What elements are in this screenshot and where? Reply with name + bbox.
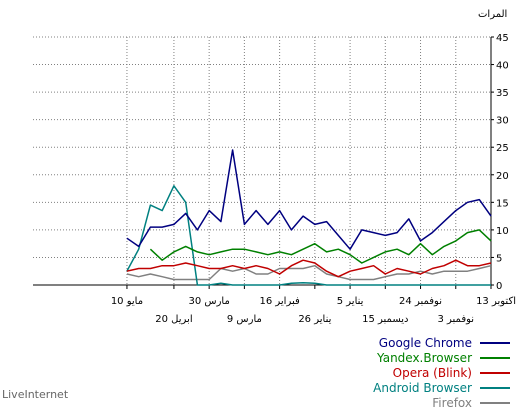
x-tick-label: 26 يناير [298,314,331,325]
legend-swatch [480,341,510,344]
y-axis-title: المرات [478,9,507,20]
y-tick-label: 45 [496,33,509,44]
legend-label: Firefox [432,395,472,410]
legend-label: Google Chrome [378,335,472,350]
legend-item-google-chrome: Google Chrome [250,335,510,350]
legend-label: Opera (Blink) [392,365,472,380]
series-line-firefox [126,264,492,281]
y-axis-ticks: 0 5 10 15 20 25 30 35 40 45 [491,33,509,292]
legend-swatch [480,371,510,374]
legend-label: Android Browser [373,380,472,395]
x-tick-label: 30 مارس [188,296,229,307]
legend-swatch [480,401,510,404]
y-tick-label: 35 [496,88,509,99]
x-tick-label: 24 نوفمبر [399,296,442,307]
y-tick-label: 40 [496,61,509,72]
plot-frame [33,37,492,286]
legend-item-opera-blink: Opera (Blink) [250,365,510,380]
legend-item-yandex-browser: Yandex.Browser [250,350,510,365]
y-tick-label: 30 [496,116,509,127]
x-tick-label: 13 اكتوبر [476,296,516,307]
x-tick-label: 20 ابريل [155,314,192,325]
legend-item-android-browser: Android Browser [250,380,510,395]
x-tick-label: 10 مايو [111,296,143,307]
series-line-opera-blink [126,259,492,278]
series-line-android-browser [126,185,491,286]
y-tick-label: 20 [496,171,509,182]
x-tick-label: 5 يناير [337,296,364,307]
series-line-google-chrome [126,149,492,250]
y-tick-label: 10 [496,226,509,237]
y-tick-label: 25 [496,143,509,154]
x-tick-label: 15 ديسمبر [362,314,408,325]
legend-swatch [480,386,510,389]
series-lines [126,149,492,286]
x-tick-label: 9 مارس [227,314,262,325]
legend-label: Yandex.Browser [377,350,472,365]
series-line-yandex-browser [149,229,492,264]
grid-lines [33,36,492,286]
x-tick-label: 3 نوفمبر [437,314,474,325]
y-tick-label: 15 [496,198,509,209]
y-tick-label: 5 [496,253,502,264]
legend-item-firefox: Firefox [250,395,510,410]
y-tick-label: 0 [496,281,502,292]
brand-label: LiveInternet [2,388,69,401]
x-tick-label: 16 فبراير [259,296,300,307]
legend-swatch [480,356,510,359]
legend: Google Chrome Yandex.Browser Opera (Blink)… [250,335,510,410]
